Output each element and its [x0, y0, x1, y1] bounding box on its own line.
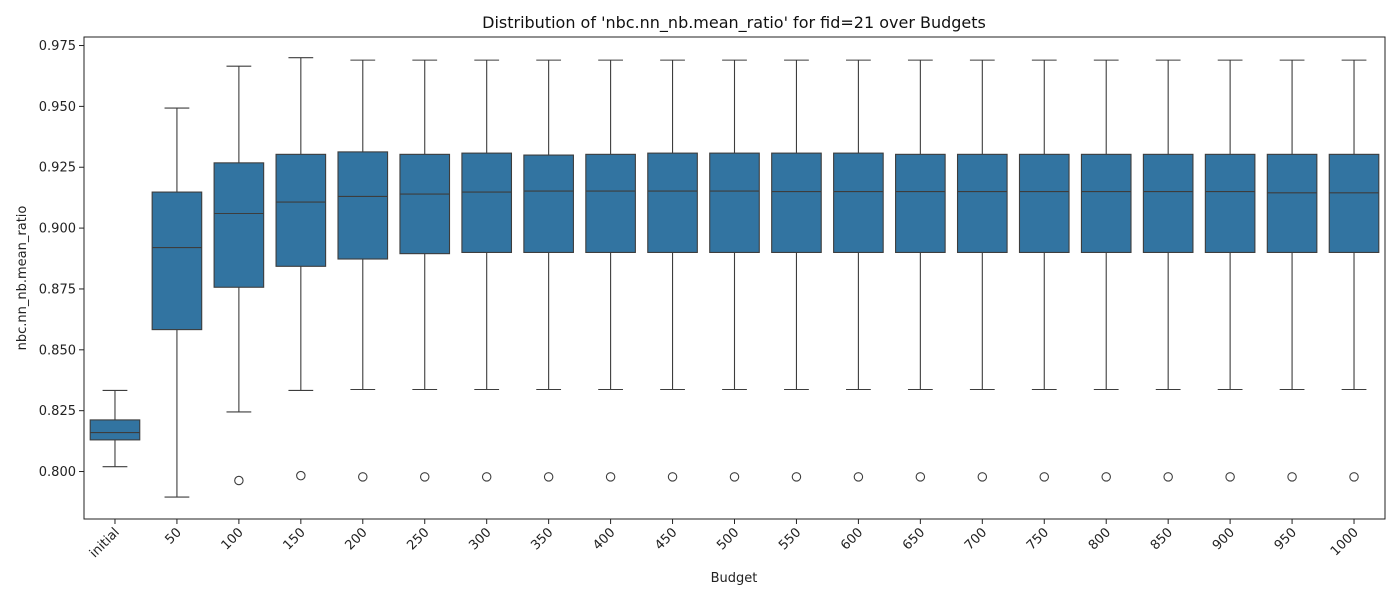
box-group — [1080, 59, 1132, 482]
box-group — [275, 57, 327, 481]
x-tick-label: 400 — [590, 525, 618, 553]
x-tick-label: 750 — [1024, 525, 1052, 553]
x-tick-label: 700 — [962, 525, 990, 553]
box-group — [337, 59, 389, 482]
outlier-point — [296, 470, 306, 481]
x-tick-label: 850 — [1148, 525, 1176, 553]
box-group — [399, 59, 451, 482]
y-tick-label: 0.900 — [39, 222, 76, 237]
outlier-point — [1039, 472, 1050, 482]
box-group — [1018, 59, 1070, 482]
x-tick-label: 650 — [900, 525, 928, 553]
x-tick-label: initial — [87, 525, 123, 561]
box-group — [461, 59, 513, 482]
iqr-box — [833, 152, 884, 253]
iqr-box — [89, 419, 141, 441]
box-group — [213, 65, 265, 486]
iqr-box — [585, 153, 636, 253]
outlier-point — [481, 472, 492, 482]
x-tick-label: 150 — [280, 525, 308, 553]
box-group — [89, 389, 141, 468]
y-tick-label: 0.800 — [39, 465, 76, 480]
y-tick-label: 0.925 — [39, 161, 76, 176]
box-group — [771, 59, 822, 482]
x-axis-label: Budget — [711, 571, 758, 586]
iqr-box — [399, 153, 451, 255]
chart-title: Distribution of 'nbc.nn_nb.mean_ratio' f… — [482, 13, 986, 33]
iqr-box — [213, 162, 265, 288]
outlier-point — [605, 472, 616, 482]
x-tick-label: 500 — [714, 525, 742, 553]
outlier-point — [358, 472, 368, 482]
box-group — [833, 59, 884, 482]
outlier-point — [1225, 472, 1235, 482]
outlier-point — [915, 472, 926, 482]
plot-frame — [83, 36, 1386, 520]
y-axis-label: nbc.nn_nb.mean_ratio — [15, 206, 30, 351]
iqr-box — [1080, 153, 1132, 253]
x-tick-label: 550 — [776, 525, 804, 553]
iqr-box — [523, 154, 574, 253]
iqr-box — [337, 151, 389, 260]
box-group — [647, 59, 698, 482]
x-axis: initial 50 100 150 200 250 300 350 400 450 500 550 6… — [87, 519, 1362, 561]
y-tick-label: 0.825 — [39, 404, 76, 419]
iqr-box — [709, 152, 760, 253]
outlier-point — [853, 472, 864, 482]
y-tick-label: 0.975 — [39, 39, 76, 54]
iqr-box — [895, 153, 946, 253]
iqr-box — [956, 153, 1008, 253]
outlier-point — [1101, 472, 1111, 482]
iqr-box — [1204, 153, 1256, 253]
box-group — [1142, 59, 1194, 482]
outlier-point — [1349, 472, 1359, 482]
box-group — [709, 59, 760, 482]
x-tick-label: 350 — [528, 525, 556, 553]
x-tick-label: 600 — [838, 525, 866, 553]
iqr-box — [275, 153, 327, 267]
outlier-point — [667, 472, 678, 482]
x-tick-label: 800 — [1086, 525, 1114, 553]
x-tick-label: 1000 — [1328, 525, 1362, 559]
x-tick-label: 250 — [404, 525, 432, 553]
box-group — [956, 59, 1008, 482]
iqr-box — [1266, 153, 1318, 253]
iqr-box — [151, 191, 203, 331]
y-axis: 0.800 0.825 0.850 0.875 0.900 0.925 0.950 0.975 — [39, 39, 84, 480]
box-group — [523, 59, 574, 482]
iqr-box — [647, 152, 698, 253]
iqr-box — [1018, 153, 1070, 253]
x-tick-label: 100 — [219, 525, 247, 553]
x-tick-label: 200 — [342, 525, 370, 553]
plot-area — [89, 57, 1380, 498]
box-group — [151, 107, 203, 498]
x-tick-label: 950 — [1272, 525, 1300, 553]
outlier-point — [791, 472, 802, 482]
box-group — [1266, 59, 1318, 482]
outlier-point — [419, 472, 430, 482]
box-group — [1328, 59, 1380, 482]
box-group — [1204, 59, 1256, 482]
outlier-point — [1287, 472, 1297, 482]
iqr-box — [461, 152, 513, 253]
box-group — [585, 59, 636, 482]
box-group — [895, 59, 946, 482]
outlier-point — [1163, 472, 1173, 482]
outlier-point — [729, 472, 740, 482]
x-tick-label: 300 — [466, 525, 494, 553]
outlier-point — [977, 472, 988, 482]
x-tick-label: 900 — [1210, 525, 1238, 553]
outlier-point — [543, 472, 554, 482]
y-tick-label: 0.950 — [39, 100, 76, 115]
y-tick-label: 0.850 — [39, 343, 76, 358]
iqr-box — [771, 152, 822, 253]
iqr-box — [1142, 153, 1194, 253]
y-tick-label: 0.875 — [39, 282, 76, 297]
iqr-box — [1328, 153, 1380, 253]
x-tick-label: 50 — [162, 525, 184, 547]
outlier-point — [234, 475, 244, 486]
x-tick-label: 450 — [652, 525, 680, 553]
